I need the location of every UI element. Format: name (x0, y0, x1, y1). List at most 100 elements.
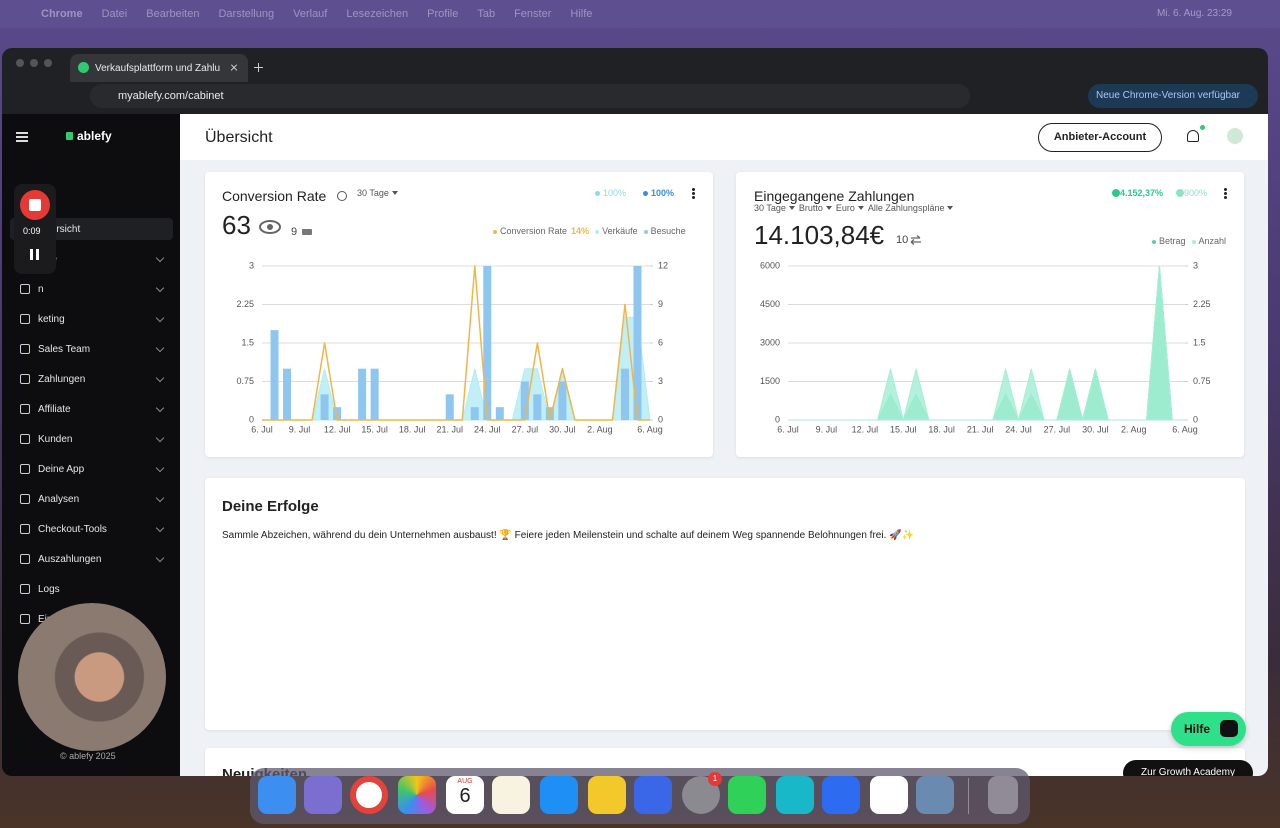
menu-item[interactable]: Hilfe (570, 8, 593, 20)
help-icon (1220, 720, 1238, 737)
sidebar-icon (20, 524, 30, 534)
browser-tab[interactable]: Verkaufsplattform und Zahlu (70, 54, 248, 82)
account-button[interactable]: Anbieter-Account (1038, 123, 1162, 152)
sidebar-item[interactable]: Deine App (10, 458, 173, 480)
legend-dot (1191, 239, 1196, 244)
legend-label: Anzahl (1198, 236, 1227, 246)
help-button[interactable]: Hilfe (1171, 712, 1246, 746)
notification-bell[interactable] (1187, 130, 1199, 142)
sidebar-item[interactable]: Sales Team (10, 338, 173, 360)
sidebar-label: keting (38, 313, 65, 325)
sidebar-icon (20, 404, 30, 414)
sidebar-item[interactable]: Kunden (10, 428, 173, 450)
filter[interactable]: 30 Tage (754, 203, 786, 213)
zoom[interactable] (822, 776, 860, 814)
chrome[interactable] (350, 776, 388, 814)
y2-tick-label: 0 (1193, 414, 1198, 424)
launchpad[interactable] (304, 776, 342, 814)
canva[interactable] (776, 776, 814, 814)
stop-button[interactable] (20, 190, 50, 220)
sidebar-item[interactable]: Auszahlungen (10, 548, 173, 570)
notes[interactable] (492, 776, 530, 814)
recording-time: 0:09 (23, 226, 41, 236)
card-title: Eingegangene Zahlungen (754, 188, 915, 204)
menu-item[interactable]: Lesezeichen (346, 8, 409, 20)
window-controls[interactable] (16, 59, 24, 67)
sidebar-item[interactable]: Logs (10, 578, 173, 600)
legend-item: Anzahl (1191, 236, 1227, 246)
filter[interactable]: Euro (835, 203, 855, 213)
period: 30 Tage (357, 188, 389, 198)
menu-item[interactable]: Tab (477, 8, 496, 20)
address-bar[interactable]: myablefy.com/cabinet (90, 84, 970, 108)
bank-app[interactable] (588, 776, 626, 814)
sidebar-item[interactable]: Zahlungen (10, 368, 173, 390)
menu-item[interactable]: Verlauf (293, 8, 328, 20)
badge: 4.152,37% (1108, 188, 1163, 199)
trash[interactable] (988, 776, 1018, 814)
finder[interactable] (258, 776, 296, 814)
sidebar-item[interactable]: Checkout-Tools (10, 518, 173, 540)
legend-dot (595, 229, 600, 234)
bar (533, 394, 542, 420)
growth-button[interactable]: Zur Growth Academy (1123, 760, 1253, 776)
badge-text: 4.152,37% (1120, 188, 1164, 198)
menu-app: Chrome (41, 8, 83, 20)
legend-item: Conversion Rate 14% (493, 226, 589, 236)
menu-toggle[interactable] (16, 132, 28, 134)
menu-item[interactable]: Darstellung (218, 8, 275, 20)
y2-tick-label: 1.5 (1193, 337, 1206, 347)
chevron (155, 493, 165, 503)
menu-item[interactable]: Datei (101, 8, 128, 20)
app-store[interactable] (540, 776, 578, 814)
mail[interactable] (870, 776, 908, 814)
logo: ablefy (77, 129, 112, 143)
filter[interactable]: Alle Zahlungspläne (867, 203, 945, 213)
menu-item[interactable]: Profile (427, 8, 459, 20)
legend-label: Verkäufe (602, 226, 638, 236)
x-tick-label: 27. Jul (512, 424, 539, 434)
achievements-card: Deine Erfolge Sammle Abzeichen, während … (205, 478, 1245, 730)
chevron (155, 403, 165, 413)
pause-button[interactable] (30, 249, 33, 260)
sidebar-item[interactable]: keting (10, 308, 173, 330)
card-title: Conversion Rate (222, 188, 327, 204)
caret (825, 206, 832, 211)
sidebar-item[interactable]: n (10, 278, 173, 300)
x-tick-label: 6. Jul (777, 424, 799, 434)
calendar[interactable]: AUG 6 (446, 776, 484, 814)
bar (445, 394, 454, 420)
y2-tick-label: 0.75 (1193, 376, 1211, 386)
chevron (155, 253, 165, 263)
bar (358, 368, 367, 420)
update-notice[interactable]: Neue Chrome-Version verfügbar (1088, 84, 1258, 108)
badge: 100% (595, 188, 626, 198)
clock: Mi. 6. Aug. 23:29 (1156, 8, 1232, 19)
chevron (155, 373, 165, 383)
y-tick-label: 6000 (760, 260, 780, 270)
x-tick-label: 12. Jul (852, 424, 879, 434)
avatar[interactable] (1227, 128, 1243, 144)
x-tick-label: 27. Jul (1044, 424, 1071, 434)
sidebar-item[interactable]: Affiliate (10, 398, 173, 420)
card-menu[interactable] (692, 192, 695, 195)
bar (270, 330, 279, 420)
sidebar-item[interactable]: Analysen (10, 488, 173, 510)
header (180, 114, 1268, 160)
info-icon[interactable] (337, 191, 347, 201)
menu-item[interactable]: Bearbeiten (146, 8, 200, 20)
logo-mark (66, 132, 73, 140)
recorder: 0:09 (14, 184, 56, 274)
perplexity[interactable] (634, 776, 672, 814)
sidebar-icon (20, 614, 30, 624)
update-text: Neue Chrome-Version verfügbar (1096, 90, 1240, 101)
menu-item[interactable]: Fenster (514, 8, 552, 20)
preview[interactable] (916, 776, 954, 814)
whatsapp[interactable] (728, 776, 766, 814)
sidebar-label: Checkout-Tools (38, 523, 107, 535)
photos[interactable] (398, 776, 436, 814)
card-menu[interactable] (1224, 192, 1227, 195)
filter[interactable]: Brutto (798, 203, 823, 213)
period-filter[interactable]: 30 Tage (357, 188, 402, 198)
